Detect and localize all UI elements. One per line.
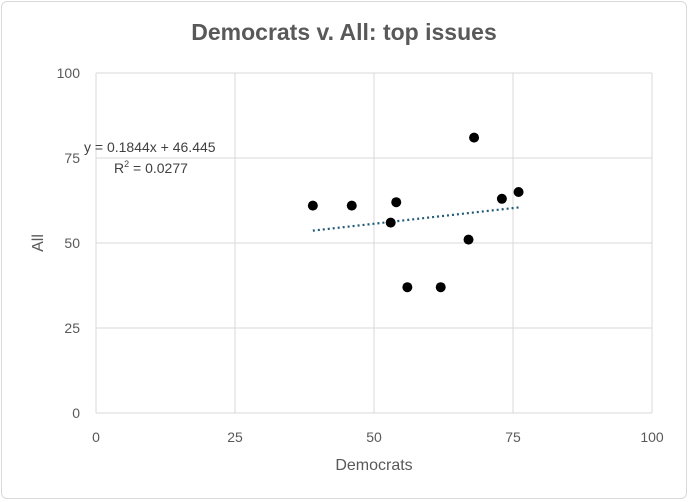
x-tick-label: 25 xyxy=(227,429,243,445)
x-axis-label: Democrats xyxy=(335,457,412,474)
data-points xyxy=(307,132,524,293)
x-tick-labels: 0 25 50 75 100 xyxy=(92,429,664,445)
data-point xyxy=(391,197,402,208)
data-point xyxy=(385,217,396,228)
x-tick-label: 75 xyxy=(505,429,521,445)
data-point xyxy=(402,282,413,293)
r-squared-prefix: R xyxy=(114,160,124,176)
y-tick-label: 0 xyxy=(72,405,80,421)
data-point xyxy=(346,200,357,211)
data-point xyxy=(307,200,318,211)
y-axis-label: All xyxy=(30,234,47,252)
r-squared-value: = 0.0277 xyxy=(129,160,188,176)
chart-title: Democrats v. All: top issues xyxy=(191,19,496,45)
r-squared-label: R2 = 0.0277 xyxy=(114,159,188,176)
y-tick-label: 100 xyxy=(57,65,81,81)
data-point xyxy=(469,132,480,143)
data-point xyxy=(513,187,524,197)
r-squared-exponent: 2 xyxy=(124,159,129,169)
trendline-equation: y = 0.1844x + 46.445 xyxy=(84,139,216,155)
trendline xyxy=(312,206,519,232)
x-tick-label: 100 xyxy=(640,429,664,445)
y-tick-label: 50 xyxy=(64,235,80,251)
x-tick-label: 0 xyxy=(92,429,100,445)
x-tick-label: 50 xyxy=(366,429,382,445)
data-point xyxy=(463,234,474,245)
y-tick-labels: 0 25 50 75 100 xyxy=(57,65,81,421)
data-point xyxy=(496,193,507,204)
data-point xyxy=(435,282,446,293)
y-tick-label: 75 xyxy=(64,150,80,166)
gridlines xyxy=(95,72,653,414)
y-tick-label: 25 xyxy=(64,320,80,336)
